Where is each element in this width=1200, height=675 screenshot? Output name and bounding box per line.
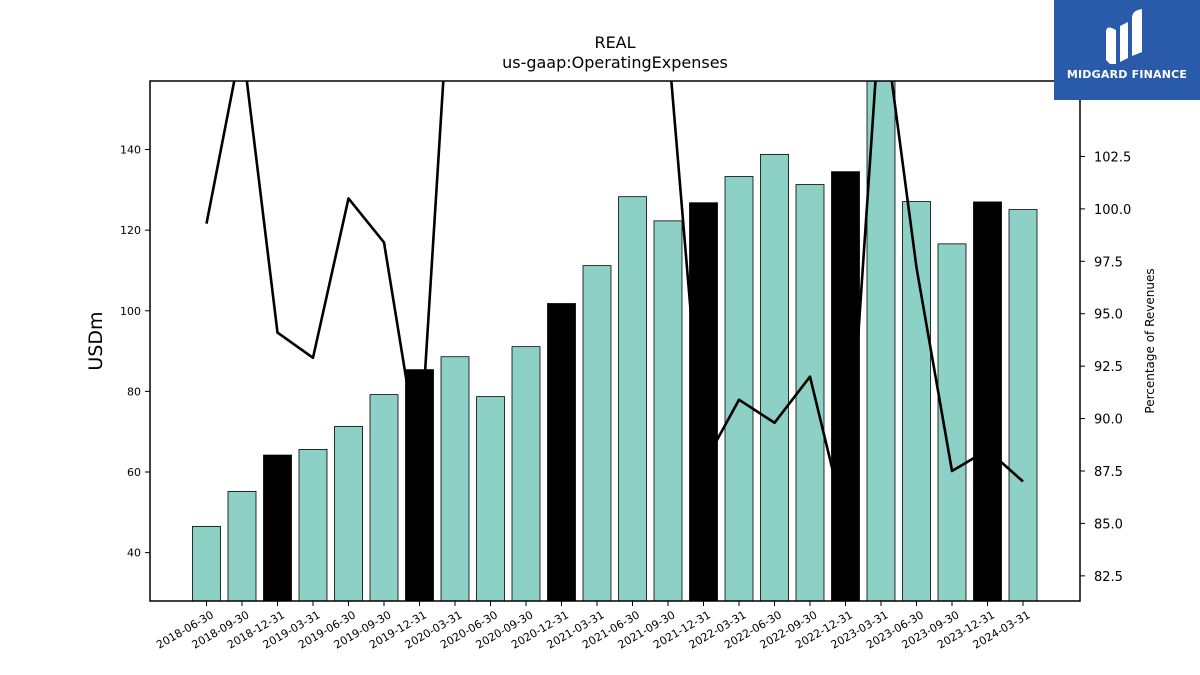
y2-tick-label: 95.0 <box>1094 308 1123 323</box>
midgard-finance-logo: MIDGARD FINANCE <box>1054 0 1200 100</box>
bar <box>511 346 541 601</box>
bar <box>795 184 825 601</box>
bar <box>973 201 1002 601</box>
bar <box>440 356 470 601</box>
y-tick-label: 60 <box>127 466 141 479</box>
bar <box>1008 209 1038 601</box>
y-tick-label: 120 <box>120 224 141 237</box>
bar <box>547 303 576 601</box>
logo-text: MIDGARD FINANCE <box>1066 68 1188 81</box>
bar <box>476 396 505 601</box>
bar <box>689 202 718 601</box>
y-tick-label: 80 <box>127 385 141 398</box>
bar <box>724 176 754 601</box>
y2-tick-label: 90.0 <box>1094 413 1123 428</box>
y2-tick-label: 92.5 <box>1094 360 1123 375</box>
bar <box>298 449 328 601</box>
y2-tick-label: 85.0 <box>1094 517 1123 532</box>
bar <box>760 153 789 601</box>
y2-tick-label: 97.5 <box>1094 255 1123 270</box>
chart-subtitle: us-gaap:OperatingExpenses <box>502 53 728 72</box>
y2-tick-label: 82.5 <box>1094 570 1123 585</box>
bar <box>227 490 257 601</box>
y2-tick-label: 87.5 <box>1094 465 1123 480</box>
chart-title: REAL <box>594 33 635 52</box>
bar <box>334 426 363 601</box>
y2-tick-label: 100.0 <box>1094 203 1131 218</box>
y2-axis-label: Percentage of Revenues <box>1143 268 1157 413</box>
bar <box>192 526 221 601</box>
y-axis-label: USDm <box>85 311 107 370</box>
bar <box>653 220 683 601</box>
percentage-of-revenues-line <box>205 81 1024 525</box>
y-tick-label: 40 <box>127 547 141 560</box>
plot-frame <box>149 80 1081 602</box>
y-tick-label: 100 <box>120 305 141 318</box>
bar <box>369 394 399 601</box>
bar <box>866 81 896 601</box>
bar <box>263 454 292 601</box>
bar <box>937 243 967 601</box>
bar <box>618 196 647 601</box>
y-tick-label: 140 <box>120 144 141 157</box>
y2-tick-label: 102.5 <box>1094 150 1131 165</box>
midgard-logo-icon <box>1106 9 1142 64</box>
bar <box>582 265 612 601</box>
